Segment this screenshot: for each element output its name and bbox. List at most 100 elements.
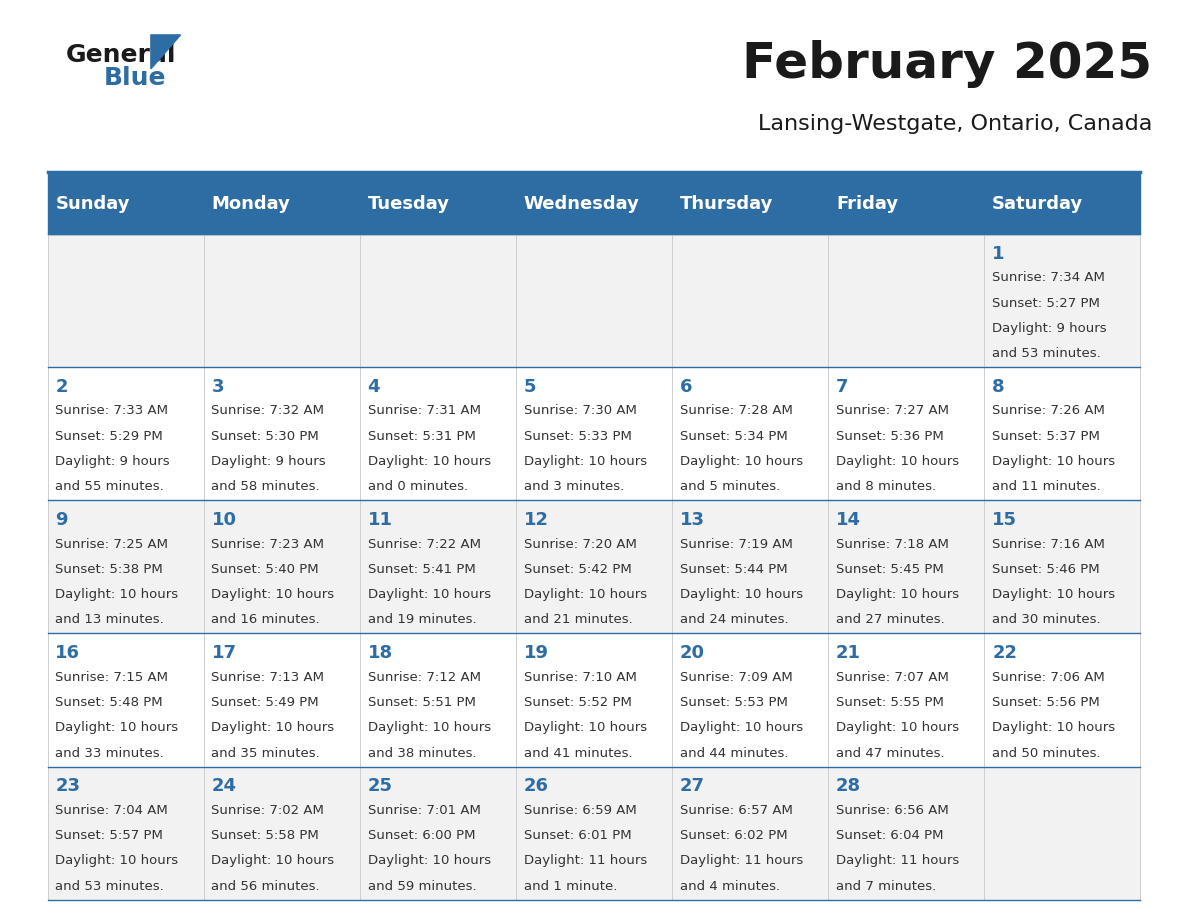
FancyBboxPatch shape [516, 234, 672, 367]
Text: Tuesday: Tuesday [367, 196, 449, 213]
Text: and 7 minutes.: and 7 minutes. [836, 879, 936, 892]
Text: February 2025: February 2025 [742, 40, 1152, 88]
Text: Sunrise: 6:57 AM: Sunrise: 6:57 AM [680, 804, 792, 817]
Text: Sunrise: 7:04 AM: Sunrise: 7:04 AM [56, 804, 168, 817]
FancyBboxPatch shape [672, 174, 828, 234]
FancyBboxPatch shape [48, 367, 203, 500]
Text: Sunset: 5:42 PM: Sunset: 5:42 PM [524, 563, 632, 576]
Text: Sunrise: 7:22 AM: Sunrise: 7:22 AM [367, 538, 481, 551]
FancyBboxPatch shape [48, 767, 203, 900]
Text: 5: 5 [524, 378, 536, 396]
Text: Blue: Blue [103, 66, 166, 90]
Text: and 55 minutes.: and 55 minutes. [56, 480, 164, 493]
Text: Sunset: 5:44 PM: Sunset: 5:44 PM [680, 563, 788, 576]
Text: 24: 24 [211, 778, 236, 795]
Text: Sunset: 5:48 PM: Sunset: 5:48 PM [56, 696, 163, 709]
FancyBboxPatch shape [203, 633, 360, 767]
FancyBboxPatch shape [672, 633, 828, 767]
Text: and 35 minutes.: and 35 minutes. [211, 746, 321, 759]
Text: Saturday: Saturday [992, 196, 1083, 213]
Text: Sunset: 5:41 PM: Sunset: 5:41 PM [367, 563, 475, 576]
Text: Daylight: 10 hours: Daylight: 10 hours [211, 588, 335, 601]
Text: Sunrise: 7:27 AM: Sunrise: 7:27 AM [836, 405, 949, 418]
Text: Friday: Friday [836, 196, 898, 213]
Text: Daylight: 10 hours: Daylight: 10 hours [367, 722, 491, 734]
Text: Sunrise: 7:31 AM: Sunrise: 7:31 AM [367, 405, 481, 418]
Text: and 21 minutes.: and 21 minutes. [524, 613, 632, 626]
Text: Daylight: 10 hours: Daylight: 10 hours [836, 588, 959, 601]
Text: Sunrise: 7:30 AM: Sunrise: 7:30 AM [524, 405, 637, 418]
Text: Daylight: 10 hours: Daylight: 10 hours [836, 455, 959, 468]
Text: and 53 minutes.: and 53 minutes. [992, 347, 1101, 360]
Text: Sunrise: 7:15 AM: Sunrise: 7:15 AM [56, 671, 169, 684]
Text: Sunset: 5:34 PM: Sunset: 5:34 PM [680, 430, 788, 442]
FancyBboxPatch shape [203, 500, 360, 633]
Text: Daylight: 9 hours: Daylight: 9 hours [211, 455, 326, 468]
Text: and 41 minutes.: and 41 minutes. [524, 746, 632, 759]
FancyBboxPatch shape [828, 767, 985, 900]
FancyBboxPatch shape [360, 500, 516, 633]
FancyBboxPatch shape [516, 174, 672, 234]
Text: Sunrise: 7:25 AM: Sunrise: 7:25 AM [56, 538, 169, 551]
Text: Sunset: 6:04 PM: Sunset: 6:04 PM [836, 829, 943, 842]
Text: Sunset: 5:31 PM: Sunset: 5:31 PM [367, 430, 475, 442]
Text: 8: 8 [992, 378, 1005, 396]
Text: Daylight: 10 hours: Daylight: 10 hours [56, 855, 178, 868]
Text: 13: 13 [680, 511, 704, 529]
FancyBboxPatch shape [985, 500, 1140, 633]
Text: Sunset: 6:02 PM: Sunset: 6:02 PM [680, 829, 788, 842]
Text: Sunset: 5:37 PM: Sunset: 5:37 PM [992, 430, 1100, 442]
Text: Sunrise: 7:02 AM: Sunrise: 7:02 AM [211, 804, 324, 817]
Text: 16: 16 [56, 644, 81, 662]
FancyBboxPatch shape [516, 367, 672, 500]
Text: and 59 minutes.: and 59 minutes. [367, 879, 476, 892]
Text: Sunrise: 6:56 AM: Sunrise: 6:56 AM [836, 804, 949, 817]
Text: Sunrise: 7:09 AM: Sunrise: 7:09 AM [680, 671, 792, 684]
FancyBboxPatch shape [360, 367, 516, 500]
Text: Sunrise: 7:19 AM: Sunrise: 7:19 AM [680, 538, 792, 551]
Text: and 50 minutes.: and 50 minutes. [992, 746, 1101, 759]
Text: Daylight: 10 hours: Daylight: 10 hours [680, 722, 803, 734]
Text: 4: 4 [367, 378, 380, 396]
Text: Sunrise: 7:18 AM: Sunrise: 7:18 AM [836, 538, 949, 551]
FancyBboxPatch shape [360, 633, 516, 767]
Text: 26: 26 [524, 778, 549, 795]
Text: Daylight: 9 hours: Daylight: 9 hours [992, 322, 1107, 335]
FancyBboxPatch shape [985, 367, 1140, 500]
FancyBboxPatch shape [48, 633, 203, 767]
Text: Sunrise: 6:59 AM: Sunrise: 6:59 AM [524, 804, 637, 817]
Polygon shape [151, 35, 181, 69]
Text: 20: 20 [680, 644, 704, 662]
FancyBboxPatch shape [48, 174, 203, 234]
Text: Daylight: 11 hours: Daylight: 11 hours [524, 855, 647, 868]
Text: Sunset: 5:55 PM: Sunset: 5:55 PM [836, 696, 944, 709]
Text: 3: 3 [211, 378, 225, 396]
Text: 14: 14 [836, 511, 861, 529]
Text: Sunset: 5:53 PM: Sunset: 5:53 PM [680, 696, 788, 709]
Text: Daylight: 10 hours: Daylight: 10 hours [56, 588, 178, 601]
Text: 27: 27 [680, 778, 704, 795]
Text: and 47 minutes.: and 47 minutes. [836, 746, 944, 759]
Text: 12: 12 [524, 511, 549, 529]
FancyBboxPatch shape [985, 767, 1140, 900]
Text: Daylight: 10 hours: Daylight: 10 hours [211, 855, 335, 868]
Text: 22: 22 [992, 644, 1017, 662]
Text: Wednesday: Wednesday [524, 196, 639, 213]
FancyBboxPatch shape [203, 367, 360, 500]
FancyBboxPatch shape [203, 234, 360, 367]
Text: 6: 6 [680, 378, 693, 396]
Text: 17: 17 [211, 644, 236, 662]
Text: Sunset: 5:58 PM: Sunset: 5:58 PM [211, 829, 320, 842]
Text: Sunrise: 7:16 AM: Sunrise: 7:16 AM [992, 538, 1105, 551]
Text: Sunset: 5:27 PM: Sunset: 5:27 PM [992, 297, 1100, 309]
Text: and 16 minutes.: and 16 minutes. [211, 613, 320, 626]
Text: Lansing-Westgate, Ontario, Canada: Lansing-Westgate, Ontario, Canada [758, 114, 1152, 134]
Text: and 11 minutes.: and 11 minutes. [992, 480, 1101, 493]
FancyBboxPatch shape [360, 174, 516, 234]
Text: 19: 19 [524, 644, 549, 662]
Text: Daylight: 10 hours: Daylight: 10 hours [836, 722, 959, 734]
FancyBboxPatch shape [672, 767, 828, 900]
Text: Sunset: 5:52 PM: Sunset: 5:52 PM [524, 696, 632, 709]
Text: Sunset: 5:30 PM: Sunset: 5:30 PM [211, 430, 320, 442]
Text: Sunset: 5:57 PM: Sunset: 5:57 PM [56, 829, 163, 842]
